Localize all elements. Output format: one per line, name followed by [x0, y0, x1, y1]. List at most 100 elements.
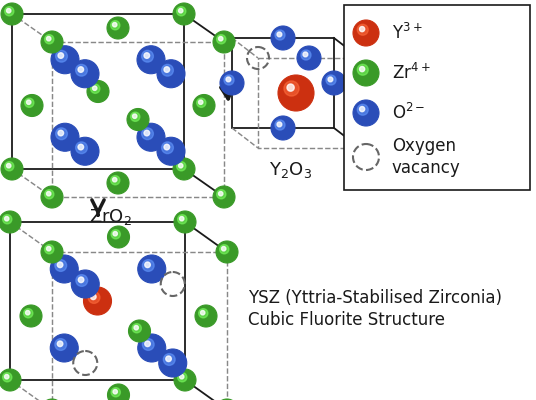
Circle shape: [113, 232, 117, 236]
Circle shape: [4, 216, 9, 221]
Circle shape: [360, 106, 364, 112]
Circle shape: [113, 22, 117, 27]
Circle shape: [164, 67, 169, 72]
Circle shape: [197, 98, 206, 107]
Text: Oxygen
vacancy: Oxygen vacancy: [392, 137, 461, 177]
Circle shape: [177, 373, 187, 382]
Circle shape: [6, 8, 11, 13]
Circle shape: [157, 137, 185, 165]
Circle shape: [78, 144, 84, 150]
Text: O$^{2-}$: O$^{2-}$: [392, 103, 426, 123]
Circle shape: [226, 77, 231, 82]
Circle shape: [56, 128, 68, 140]
Circle shape: [193, 94, 215, 116]
Circle shape: [213, 186, 235, 208]
Circle shape: [177, 215, 187, 224]
Circle shape: [0, 211, 21, 233]
Circle shape: [6, 164, 11, 168]
Circle shape: [144, 53, 150, 58]
Circle shape: [275, 120, 285, 130]
Circle shape: [56, 50, 68, 62]
Circle shape: [213, 31, 235, 53]
Text: Zr$^{4+}$: Zr$^{4+}$: [392, 63, 430, 83]
Circle shape: [221, 246, 226, 251]
Circle shape: [5, 162, 14, 171]
Circle shape: [51, 46, 79, 74]
Circle shape: [301, 50, 311, 60]
Circle shape: [174, 211, 196, 233]
Circle shape: [220, 245, 229, 254]
Circle shape: [20, 305, 42, 327]
Circle shape: [3, 373, 12, 382]
Circle shape: [322, 71, 346, 95]
Circle shape: [219, 36, 223, 41]
Circle shape: [24, 309, 33, 318]
Circle shape: [217, 190, 226, 199]
Circle shape: [26, 310, 30, 315]
Circle shape: [58, 130, 64, 136]
Circle shape: [108, 384, 130, 400]
Circle shape: [44, 35, 54, 44]
Circle shape: [177, 7, 186, 16]
Circle shape: [180, 216, 184, 221]
Circle shape: [44, 245, 54, 254]
Circle shape: [144, 130, 150, 136]
Circle shape: [217, 35, 226, 44]
Circle shape: [278, 75, 314, 111]
Circle shape: [131, 112, 140, 121]
Circle shape: [107, 172, 129, 194]
Circle shape: [219, 192, 223, 196]
Circle shape: [180, 374, 184, 379]
Circle shape: [84, 287, 111, 315]
Circle shape: [78, 277, 84, 282]
Circle shape: [145, 262, 151, 268]
Circle shape: [91, 84, 100, 93]
Circle shape: [113, 178, 117, 182]
Circle shape: [134, 326, 138, 330]
Circle shape: [358, 104, 368, 115]
Circle shape: [177, 162, 186, 171]
Circle shape: [1, 158, 23, 180]
Circle shape: [5, 7, 14, 16]
Circle shape: [41, 399, 63, 400]
Circle shape: [353, 60, 379, 86]
Circle shape: [162, 142, 173, 154]
Circle shape: [132, 324, 142, 333]
Circle shape: [111, 388, 121, 397]
Circle shape: [127, 108, 149, 130]
Circle shape: [354, 97, 359, 102]
Circle shape: [358, 64, 368, 75]
Circle shape: [26, 100, 31, 104]
Text: Cubic Fluorite Structure: Cubic Fluorite Structure: [248, 311, 445, 329]
Circle shape: [107, 17, 129, 39]
Circle shape: [129, 320, 151, 342]
Circle shape: [51, 123, 79, 151]
Circle shape: [21, 94, 43, 116]
Circle shape: [275, 30, 285, 40]
Circle shape: [163, 354, 175, 365]
Circle shape: [353, 100, 379, 126]
Circle shape: [76, 142, 87, 154]
FancyBboxPatch shape: [344, 5, 530, 190]
Circle shape: [137, 123, 165, 151]
Circle shape: [87, 80, 109, 102]
Circle shape: [297, 46, 321, 70]
Circle shape: [57, 341, 63, 346]
Circle shape: [198, 100, 203, 104]
Circle shape: [76, 275, 87, 286]
Circle shape: [110, 21, 120, 30]
Circle shape: [111, 230, 121, 239]
Circle shape: [88, 292, 100, 303]
Circle shape: [216, 399, 238, 400]
Circle shape: [113, 390, 117, 394]
Circle shape: [138, 334, 166, 362]
Circle shape: [108, 226, 130, 248]
Circle shape: [174, 369, 196, 391]
Circle shape: [41, 31, 63, 53]
Circle shape: [358, 24, 368, 35]
Circle shape: [360, 66, 364, 72]
Circle shape: [58, 53, 64, 58]
Circle shape: [143, 260, 154, 271]
Circle shape: [132, 114, 137, 118]
Circle shape: [3, 215, 12, 224]
